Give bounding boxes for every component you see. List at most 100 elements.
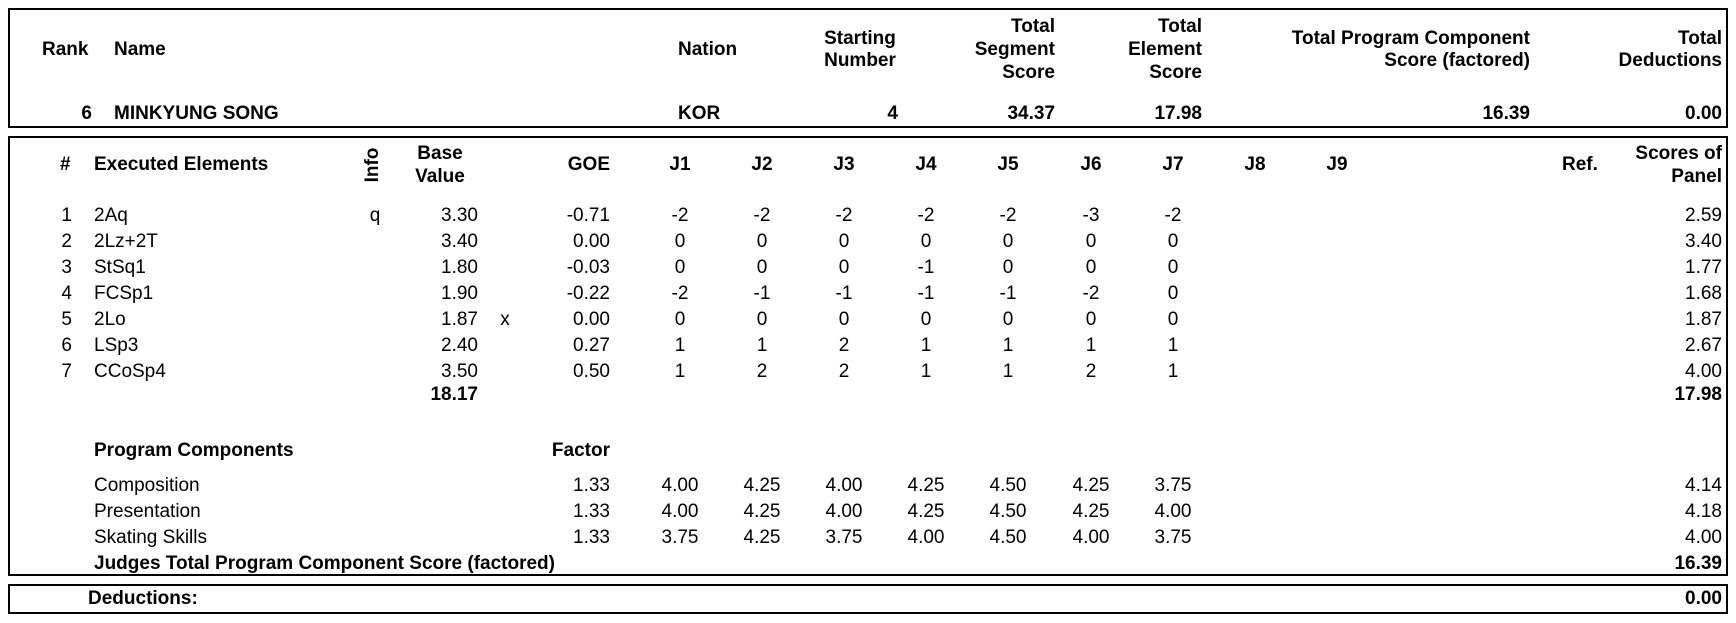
- element-number: 4: [61, 283, 72, 304]
- program-component-judge-5-score: 4.50: [989, 527, 1027, 548]
- element-judge-3-score: -1: [835, 283, 853, 304]
- program-component-judge-7-score: 3.75: [1154, 527, 1192, 548]
- skater-total-deductions: 0.00: [1685, 103, 1722, 124]
- element-name: 2Lo: [94, 309, 126, 330]
- element-judge-6-score: 0: [1085, 257, 1097, 278]
- element-judge-1-score: 0: [674, 257, 686, 278]
- element-number: 5: [61, 309, 72, 330]
- element-goe: -0.22: [566, 283, 610, 304]
- program-component-judge-2-score: 4.25: [743, 501, 781, 522]
- base-value-total: 18.17: [430, 384, 478, 405]
- element-number: 1: [61, 205, 72, 226]
- deductions-label-2: Deductions: [1618, 50, 1722, 71]
- element-name: FCSp1: [94, 283, 154, 304]
- goe-header: GOE: [567, 154, 610, 175]
- program-component-judge-5-score: 4.50: [989, 475, 1027, 496]
- element-judge-2-score: 0: [756, 231, 768, 252]
- element-judge-6-score: -3: [1082, 205, 1100, 226]
- element-judge-3-score: 0: [838, 257, 850, 278]
- skater-total-pcs: 16.39: [1482, 103, 1530, 124]
- pcs-label-1: Total Program Component: [1291, 28, 1530, 49]
- base-value-header-2: Value: [415, 166, 465, 187]
- element-judge-2-score: 1: [756, 335, 768, 356]
- program-component-judge-6-score: 4.00: [1072, 527, 1110, 548]
- element-judge-2-score: -1: [753, 283, 771, 304]
- element-base-value: 1.90: [441, 283, 478, 304]
- element-judge-5-score: 0: [1002, 309, 1014, 330]
- program-component-factor: 1.33: [573, 475, 610, 496]
- elements-score-total: 17.98: [1674, 384, 1722, 405]
- element-goe: 0.50: [573, 361, 610, 382]
- element-judge-1-score: 0: [674, 231, 686, 252]
- judges-total-pcs-value: 16.39: [1674, 553, 1722, 574]
- program-component-judge-4-score: 4.25: [907, 501, 945, 522]
- element-judge-7-score: 1: [1167, 361, 1179, 382]
- deductions-label: Deductions:: [88, 588, 198, 609]
- starting-number-label-1: Starting: [824, 28, 896, 49]
- element-name: LSp3: [94, 335, 139, 356]
- program-component-factor: 1.33: [573, 527, 610, 548]
- tss-label-3: Score: [1002, 62, 1055, 83]
- element-judge-3-score: -2: [835, 205, 853, 226]
- element-judge-3-score: 0: [838, 309, 850, 330]
- element-base-value: 3.50: [441, 361, 478, 382]
- program-component-judge-2-score: 4.25: [743, 527, 781, 548]
- program-component-judge-6-score: 4.25: [1072, 475, 1110, 496]
- element-judge-4-score: 0: [920, 231, 932, 252]
- skater-rank: 6: [81, 103, 92, 124]
- element-name: StSq1: [94, 257, 146, 278]
- element-panel-score: 3.40: [1685, 231, 1722, 252]
- judge-header-5: J5: [997, 154, 1019, 175]
- element-base-value: 3.40: [441, 231, 478, 252]
- element-judge-2-score: -2: [753, 205, 771, 226]
- pcs-label-2: Score (factored): [1384, 50, 1530, 71]
- rank-label: Rank: [42, 39, 89, 60]
- element-bonus-mark: x: [500, 309, 510, 330]
- element-judge-4-score: -1: [917, 257, 935, 278]
- element-judge-1-score: 0: [674, 309, 686, 330]
- judge-header-7: J7: [1162, 154, 1184, 175]
- scores-of-panel-header-1: Scores of: [1635, 143, 1722, 164]
- element-judge-3-score: 0: [838, 231, 850, 252]
- element-judge-5-score: 0: [1002, 231, 1014, 252]
- program-component-judge-1-score: 4.00: [661, 475, 699, 496]
- factor-header: Factor: [551, 440, 610, 461]
- element-judge-7-score: 0: [1167, 283, 1179, 304]
- program-component-judge-1-score: 3.75: [661, 527, 699, 548]
- scores-box: [8, 136, 1728, 576]
- element-judge-3-score: 2: [838, 361, 850, 382]
- program-component-panel-score: 4.18: [1685, 501, 1722, 522]
- program-component-panel-score: 4.14: [1685, 475, 1722, 496]
- element-judge-7-score: 0: [1167, 231, 1179, 252]
- deductions-value: 0.00: [1685, 588, 1722, 609]
- skater-summary-box: [8, 8, 1728, 128]
- element-judge-2-score: 0: [756, 257, 768, 278]
- tss-label-2: Segment: [974, 39, 1055, 60]
- element-panel-score: 2.67: [1685, 335, 1722, 356]
- nation-label: Nation: [678, 39, 738, 60]
- tes-label-3: Score: [1149, 62, 1202, 83]
- element-judge-5-score: 1: [1002, 335, 1014, 356]
- element-panel-score: 1.87: [1685, 309, 1722, 330]
- element-judge-6-score: 0: [1085, 231, 1097, 252]
- judge-header-2: J2: [751, 154, 773, 175]
- element-judge-2-score: 2: [756, 361, 768, 382]
- program-component-judge-5-score: 4.50: [989, 501, 1027, 522]
- tes-label-1: Total: [1158, 16, 1202, 37]
- element-number-header: #: [60, 154, 71, 175]
- element-judge-2-score: 0: [756, 309, 768, 330]
- program-component-panel-score: 4.00: [1685, 527, 1722, 548]
- info-header: Info: [362, 147, 383, 183]
- scores-of-panel-header-2: Panel: [1671, 166, 1722, 187]
- element-goe: 0.27: [573, 335, 610, 356]
- element-judge-1-score: 1: [674, 335, 686, 356]
- program-component-judge-3-score: 3.75: [825, 527, 863, 548]
- program-component-name: Composition: [94, 475, 200, 496]
- tss-label-1: Total: [1011, 16, 1055, 37]
- element-judge-5-score: -1: [999, 283, 1017, 304]
- element-judge-6-score: 0: [1085, 309, 1097, 330]
- element-judge-5-score: 1: [1002, 361, 1014, 382]
- executed-elements-header: Executed Elements: [94, 154, 269, 175]
- judge-header-3: J3: [833, 154, 855, 175]
- element-judge-1-score: -2: [671, 205, 689, 226]
